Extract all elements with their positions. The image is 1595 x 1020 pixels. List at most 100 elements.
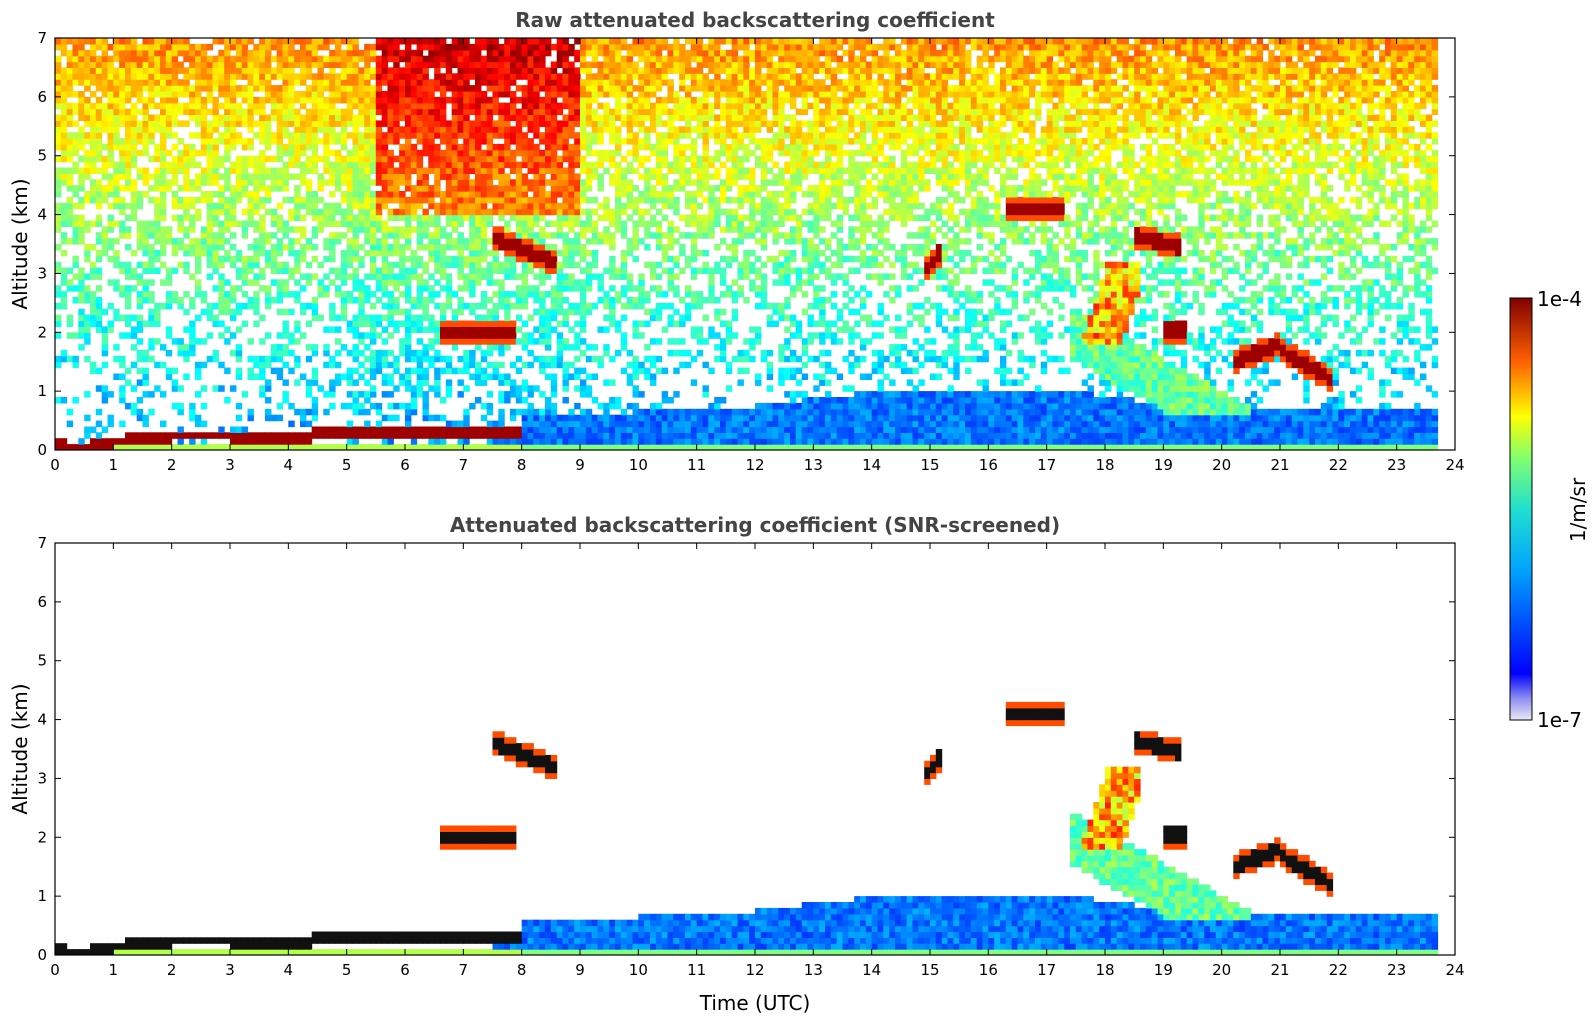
heatmap-cell xyxy=(364,79,371,86)
heatmap-cell xyxy=(521,414,529,422)
heatmap-cell xyxy=(113,196,120,204)
heatmap-cell xyxy=(358,349,365,357)
heatmap-cell xyxy=(422,397,429,404)
heatmap-cell xyxy=(574,249,581,257)
heatmap-cell xyxy=(195,79,202,86)
heatmap-cell xyxy=(346,402,354,410)
heatmap-cell xyxy=(381,43,389,51)
heatmap-cell xyxy=(451,179,459,186)
heatmap-cell xyxy=(241,108,249,116)
heatmap-cell xyxy=(335,38,342,45)
heatmap-cell xyxy=(562,126,569,133)
heatmap-cell xyxy=(428,285,435,292)
heatmap-cell xyxy=(265,302,272,310)
heatmap-cell xyxy=(609,138,616,145)
heatmap-cell xyxy=(457,143,464,151)
heatmap-cell xyxy=(130,49,138,57)
heatmap-cell xyxy=(416,273,424,280)
heatmap-cell xyxy=(346,391,354,398)
heatmap-cell xyxy=(72,297,79,304)
heatmap-cell xyxy=(440,61,447,68)
heatmap-cell xyxy=(72,67,79,74)
heatmap-cell xyxy=(469,120,476,127)
heatmap-cell xyxy=(241,179,249,186)
heatmap-cell xyxy=(370,114,377,121)
heatmap-cell xyxy=(55,220,62,227)
heatmap-cell xyxy=(189,302,196,310)
heatmap-cell xyxy=(574,138,581,145)
heatmap-cell xyxy=(224,61,231,68)
heatmap-cell xyxy=(620,232,628,239)
heatmap-cell xyxy=(399,320,406,327)
heatmap-cell xyxy=(224,120,231,127)
heatmap-cell xyxy=(533,196,540,204)
heatmap-cell xyxy=(510,102,517,110)
heatmap-cell xyxy=(84,355,91,363)
heatmap-cell xyxy=(661,367,669,375)
heatmap-cell xyxy=(568,238,575,245)
heatmap-cell xyxy=(463,79,470,86)
heatmap-cell xyxy=(259,238,266,245)
heatmap-cell xyxy=(189,273,196,280)
heatmap-cell xyxy=(160,43,167,51)
heatmap-cell xyxy=(399,432,406,439)
heatmap-cell xyxy=(259,167,266,174)
heatmap-cell xyxy=(603,238,610,245)
heatmap-cell xyxy=(183,120,190,127)
heatmap-cell xyxy=(405,414,412,422)
heatmap-cell xyxy=(492,420,499,428)
heatmap-cell xyxy=(375,285,383,292)
heatmap-cell xyxy=(510,108,517,116)
heatmap-cell xyxy=(539,438,546,445)
heatmap-cell xyxy=(655,102,663,110)
heatmap-cell xyxy=(212,432,219,439)
heatmap-cell xyxy=(72,167,79,174)
heatmap-cell xyxy=(206,161,214,169)
heatmap-cell xyxy=(440,102,447,110)
heatmap-cell xyxy=(241,279,249,286)
heatmap-cell xyxy=(84,332,91,339)
heatmap-cell xyxy=(253,173,260,180)
heatmap-cell xyxy=(457,232,464,239)
heatmap-cell xyxy=(463,285,470,292)
heatmap-cell xyxy=(603,267,610,274)
heatmap-cell xyxy=(585,120,593,127)
heatmap-cell xyxy=(352,138,359,145)
heatmap-cell xyxy=(55,96,62,104)
heatmap-cell xyxy=(393,361,400,369)
heatmap-cell xyxy=(393,320,400,327)
heatmap-cell xyxy=(346,102,354,110)
heatmap-cell xyxy=(626,79,634,86)
heatmap-cell xyxy=(282,114,289,121)
heatmap-cell xyxy=(545,402,552,410)
heatmap-cell xyxy=(562,261,569,269)
heatmap-cell xyxy=(545,267,552,274)
heatmap-cell xyxy=(451,191,459,198)
heatmap-cell xyxy=(352,132,359,139)
heatmap-cell xyxy=(399,349,406,357)
heatmap-cell xyxy=(84,102,91,110)
heatmap-cell xyxy=(609,120,616,127)
heatmap-cell xyxy=(323,155,330,163)
heatmap-cell xyxy=(655,114,663,121)
heatmap-cell xyxy=(171,379,179,386)
heatmap-cell xyxy=(95,273,103,280)
heatmap-cell xyxy=(445,43,453,51)
heatmap-cell xyxy=(212,202,219,210)
heatmap-cell xyxy=(381,444,389,450)
heatmap-cell xyxy=(632,432,639,439)
heatmap-cell xyxy=(352,232,359,239)
heatmap-cell xyxy=(317,85,324,92)
heatmap-cell xyxy=(148,220,155,227)
heatmap-cell xyxy=(294,191,301,198)
heatmap-cell xyxy=(282,285,289,292)
heatmap-cell xyxy=(463,185,470,192)
heatmap-cell xyxy=(329,391,336,398)
heatmap-cell xyxy=(154,79,161,86)
heatmap-cell xyxy=(212,143,219,151)
heatmap-cell xyxy=(142,391,149,398)
heatmap-cell xyxy=(101,73,109,80)
heatmap-cell xyxy=(60,291,68,298)
heatmap-cell xyxy=(358,79,365,86)
heatmap-cell xyxy=(393,173,400,180)
